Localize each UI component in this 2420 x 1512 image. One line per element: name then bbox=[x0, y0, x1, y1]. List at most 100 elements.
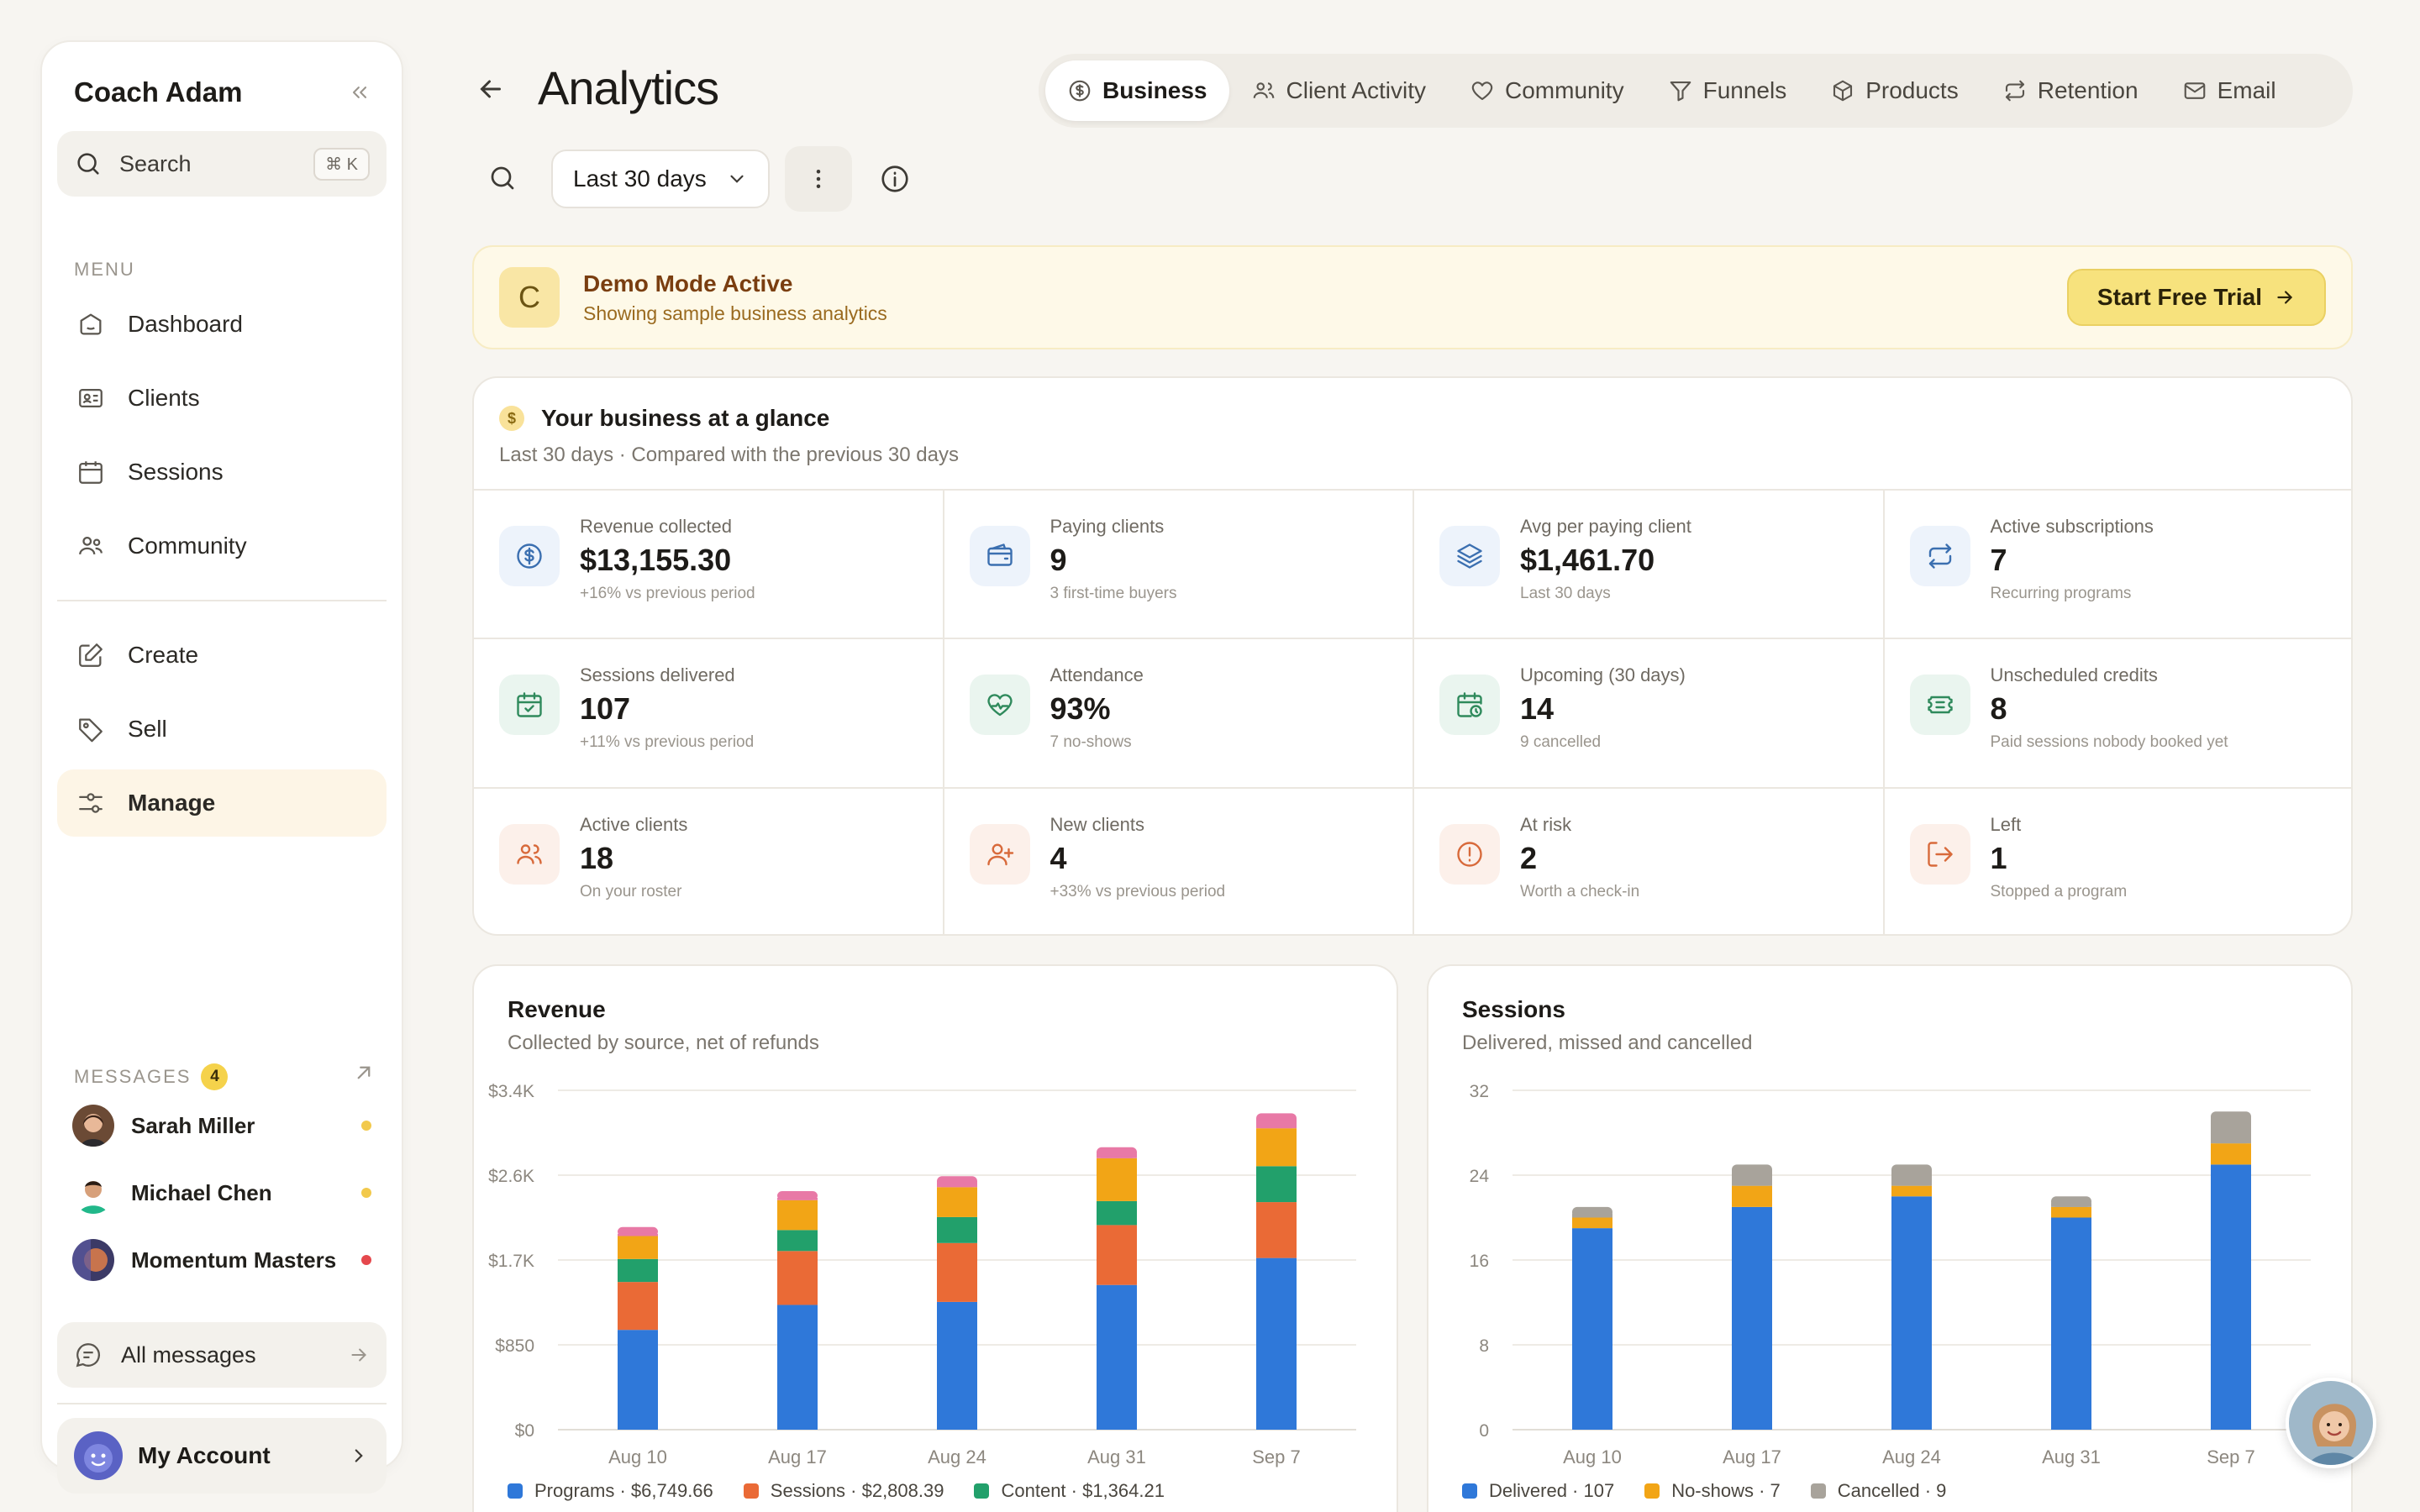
stat-text: Active subscriptions 7 Recurring programs bbox=[1991, 516, 2154, 603]
bar-segment-no-shows-aug-10[interactable] bbox=[1572, 1217, 1612, 1229]
bar-segment-no-shows-aug-17[interactable] bbox=[1732, 1185, 1772, 1207]
bar-segment-sessions-aug-31[interactable] bbox=[1097, 1225, 1137, 1285]
my-account-button[interactable]: My Account bbox=[57, 1418, 387, 1494]
stat-upcoming-30-days: Upcoming (30 days) 14 9 cancelled bbox=[1414, 639, 1885, 789]
legend-item-content[interactable]: Content · $1,364.21 bbox=[974, 1480, 1165, 1502]
bar-segment-sessions-sep-7[interactable] bbox=[1256, 1202, 1297, 1258]
tab-products[interactable]: Products bbox=[1808, 60, 1981, 121]
stat-note: Recurring programs bbox=[1990, 585, 2132, 602]
support-chat-bubble[interactable] bbox=[2286, 1378, 2376, 1468]
sidebar-item-create[interactable]: Create bbox=[57, 622, 387, 689]
tab-client-activity[interactable]: Client Activity bbox=[1229, 60, 1449, 121]
bar-segment-sessions-aug-10[interactable] bbox=[618, 1282, 658, 1331]
bar-segment-no-shows-sep-7[interactable] bbox=[2211, 1143, 2251, 1165]
bar-segment-programs-aug-24[interactable] bbox=[937, 1301, 977, 1430]
legend-item-cancelled[interactable]: Cancelled · 9 bbox=[1810, 1480, 1947, 1502]
bar-segment-fill bbox=[937, 1183, 977, 1188]
sidebar-item-sell[interactable]: Sell bbox=[57, 696, 387, 763]
bar-segment-delivered-aug-31[interactable] bbox=[2051, 1217, 2091, 1431]
legend-item-no-shows[interactable]: No-shows · 7 bbox=[1644, 1480, 1781, 1502]
message-thread-michael-chen[interactable]: Michael Chen bbox=[72, 1168, 376, 1218]
sidebar-item-manage[interactable]: Manage bbox=[57, 769, 387, 837]
bar-segment-yellow-aug-24[interactable] bbox=[937, 1187, 977, 1217]
tab-funnels[interactable]: Funnels bbox=[1646, 60, 1809, 121]
bar-segment-delivered-aug-17[interactable] bbox=[1732, 1206, 1772, 1430]
bar-segment-no-shows-aug-31[interactable] bbox=[2051, 1206, 2091, 1218]
open-messages-icon[interactable] bbox=[351, 1060, 376, 1089]
message-sender-name: Sarah Miller bbox=[131, 1112, 255, 1138]
bar-segment-delivered-aug-24[interactable] bbox=[1891, 1196, 1932, 1430]
legend-label: No-shows · 7 bbox=[1671, 1480, 1781, 1501]
y-tick-label: 8 bbox=[1479, 1336, 1489, 1356]
glance-title-row: $ Your business at a glance bbox=[499, 405, 959, 432]
message-thread-momentum-masters[interactable]: Momentum Masters bbox=[72, 1235, 376, 1285]
stat-value: 18 bbox=[580, 840, 614, 875]
sidebar-item-community[interactable]: Community bbox=[57, 512, 387, 580]
tab-label: Funnels bbox=[1702, 77, 1787, 103]
y-tick-label: 16 bbox=[1470, 1252, 1489, 1271]
sidebar-search[interactable]: Search ⌘ K bbox=[57, 131, 387, 197]
bar-segment-delivered-aug-10[interactable] bbox=[1572, 1228, 1612, 1430]
box-icon bbox=[1830, 78, 1855, 103]
bar-segment-content-sep-7[interactable] bbox=[1256, 1166, 1297, 1203]
legend-item-programs[interactable]: Programs · $6,749.66 bbox=[508, 1480, 713, 1502]
start-free-trial-button[interactable]: Start Free Trial bbox=[2066, 269, 2326, 326]
collapse-sidebar-button[interactable] bbox=[343, 76, 376, 109]
account-avatar bbox=[74, 1431, 123, 1480]
tab-retention[interactable]: Retention bbox=[1981, 60, 2160, 121]
tab-business[interactable]: Business bbox=[1045, 60, 1229, 121]
tab-community[interactable]: Community bbox=[1448, 60, 1646, 121]
date-range-select[interactable]: Last 30 days bbox=[551, 150, 770, 208]
bar-segment-yellow-aug-10[interactable] bbox=[618, 1236, 658, 1259]
back-button[interactable] bbox=[476, 74, 506, 104]
message-thread-sarah-miller[interactable]: Sarah Miller bbox=[72, 1100, 376, 1151]
sidebar-item-clients[interactable]: Clients bbox=[57, 365, 387, 432]
bar-segment-programs-aug-31[interactable] bbox=[1097, 1284, 1137, 1430]
legend-item-delivered[interactable]: Delivered · 107 bbox=[1462, 1480, 1614, 1502]
info-button[interactable] bbox=[879, 163, 911, 199]
tab-email[interactable]: Email bbox=[2160, 60, 2298, 121]
bar-segment-fill bbox=[1256, 1120, 1297, 1129]
bar-segment-programs-aug-10[interactable] bbox=[618, 1330, 658, 1430]
bar-segment-yellow-aug-17[interactable] bbox=[777, 1200, 818, 1231]
info-icon bbox=[881, 165, 908, 192]
chevron-right-icon bbox=[355, 1449, 363, 1462]
tab-label: Products bbox=[1865, 77, 1959, 103]
legend-item-sessions[interactable]: Sessions · $2,808.39 bbox=[743, 1480, 944, 1502]
sidebar-item-dashboard[interactable]: Dashboard bbox=[57, 291, 387, 358]
sidebar-item-sessions[interactable]: Sessions bbox=[57, 438, 387, 506]
stat-note: +16% vs previous period bbox=[580, 585, 755, 602]
bar-segment-sessions-aug-17[interactable] bbox=[777, 1251, 818, 1305]
messages-section-label: MESSAGES 4 bbox=[74, 1063, 229, 1090]
more-options-button[interactable] bbox=[785, 146, 852, 212]
bar-segment-no-shows-aug-24[interactable] bbox=[1891, 1185, 1932, 1197]
bar-segment-content-aug-31[interactable] bbox=[1097, 1200, 1137, 1226]
bar-segment-programs-aug-17[interactable] bbox=[777, 1305, 818, 1430]
bar-segment-content-aug-24[interactable] bbox=[937, 1216, 977, 1243]
stat-text: Revenue collected $13,155.30 +16% vs previ… bbox=[580, 516, 755, 603]
bar-segment-delivered-sep-7[interactable] bbox=[2211, 1164, 2251, 1430]
all-messages-button[interactable]: All messages bbox=[57, 1322, 387, 1388]
revenue-chart-legend: Programs · $6,749.66 Sessions · $2,808.39… bbox=[508, 1480, 1195, 1502]
bar-segment-fill bbox=[777, 1198, 818, 1200]
glance-subtitle: Last 30 days · Compared with the previou… bbox=[499, 444, 959, 466]
bar-segment-content-aug-17[interactable] bbox=[777, 1230, 818, 1252]
bar-segment-yellow-sep-7[interactable] bbox=[1256, 1128, 1297, 1167]
stat-active-subscriptions: Active subscriptions 7 Recurring programs bbox=[1884, 491, 2351, 640]
bar-segment-content-aug-10[interactable] bbox=[618, 1258, 658, 1283]
bar-segment-programs-sep-7[interactable] bbox=[1256, 1257, 1297, 1430]
stat-label: New clients bbox=[1050, 813, 1144, 835]
arrow-right-icon bbox=[351, 1348, 366, 1362]
y-tick-label: $0 bbox=[515, 1421, 534, 1441]
stat-paying-clients: Paying clients 9 3 first-time buyers bbox=[944, 491, 1414, 640]
analytics-search-button[interactable] bbox=[487, 163, 518, 197]
legend-label: Cancelled · 9 bbox=[1837, 1480, 1947, 1501]
stat-value: 2 bbox=[1520, 840, 1538, 875]
stat-label: Active subscriptions bbox=[1990, 516, 2154, 537]
avatar bbox=[72, 1239, 114, 1281]
bar-segment-sessions-aug-24[interactable] bbox=[937, 1242, 977, 1302]
bar-segment-yellow-aug-31[interactable] bbox=[1097, 1158, 1137, 1201]
stat-revenue-collected: Revenue collected $13,155.30 +16% vs previ… bbox=[474, 491, 944, 640]
unread-dot bbox=[361, 1255, 371, 1265]
stat-note: Stopped a program bbox=[1990, 882, 2128, 900]
